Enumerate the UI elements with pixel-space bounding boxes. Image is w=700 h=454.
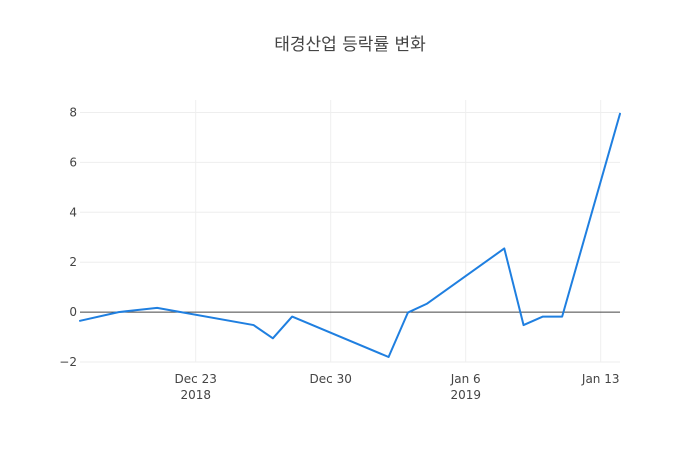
y-tick-label: 2 — [69, 255, 77, 269]
x-tick-label: Dec 30 — [310, 372, 352, 386]
x-tick-label: Jan 13 — [581, 372, 620, 386]
x-tick-year-label: 2019 — [450, 388, 481, 402]
y-tick-label: 0 — [69, 305, 77, 319]
y-tick-label: 4 — [69, 205, 77, 219]
series-line — [79, 112, 621, 359]
chart-title: 태경산업 등락률 변화 — [274, 35, 426, 55]
x-tick-label: Dec 23 — [175, 372, 217, 386]
label-layer: −2 0 2 4 6 8 Dec 23 2018 Dec 30 Jan 6 2019 Jan 13 — [59, 105, 619, 402]
y-tick-label: 8 — [69, 105, 77, 119]
x-tick-label: Jan 6 — [450, 372, 481, 386]
y-tick-label: 6 — [69, 155, 77, 169]
y-tick-label: −2 — [59, 355, 77, 369]
series-layer — [79, 112, 621, 359]
x-tick-year-label: 2018 — [180, 388, 211, 402]
grid-layer — [80, 100, 620, 363]
